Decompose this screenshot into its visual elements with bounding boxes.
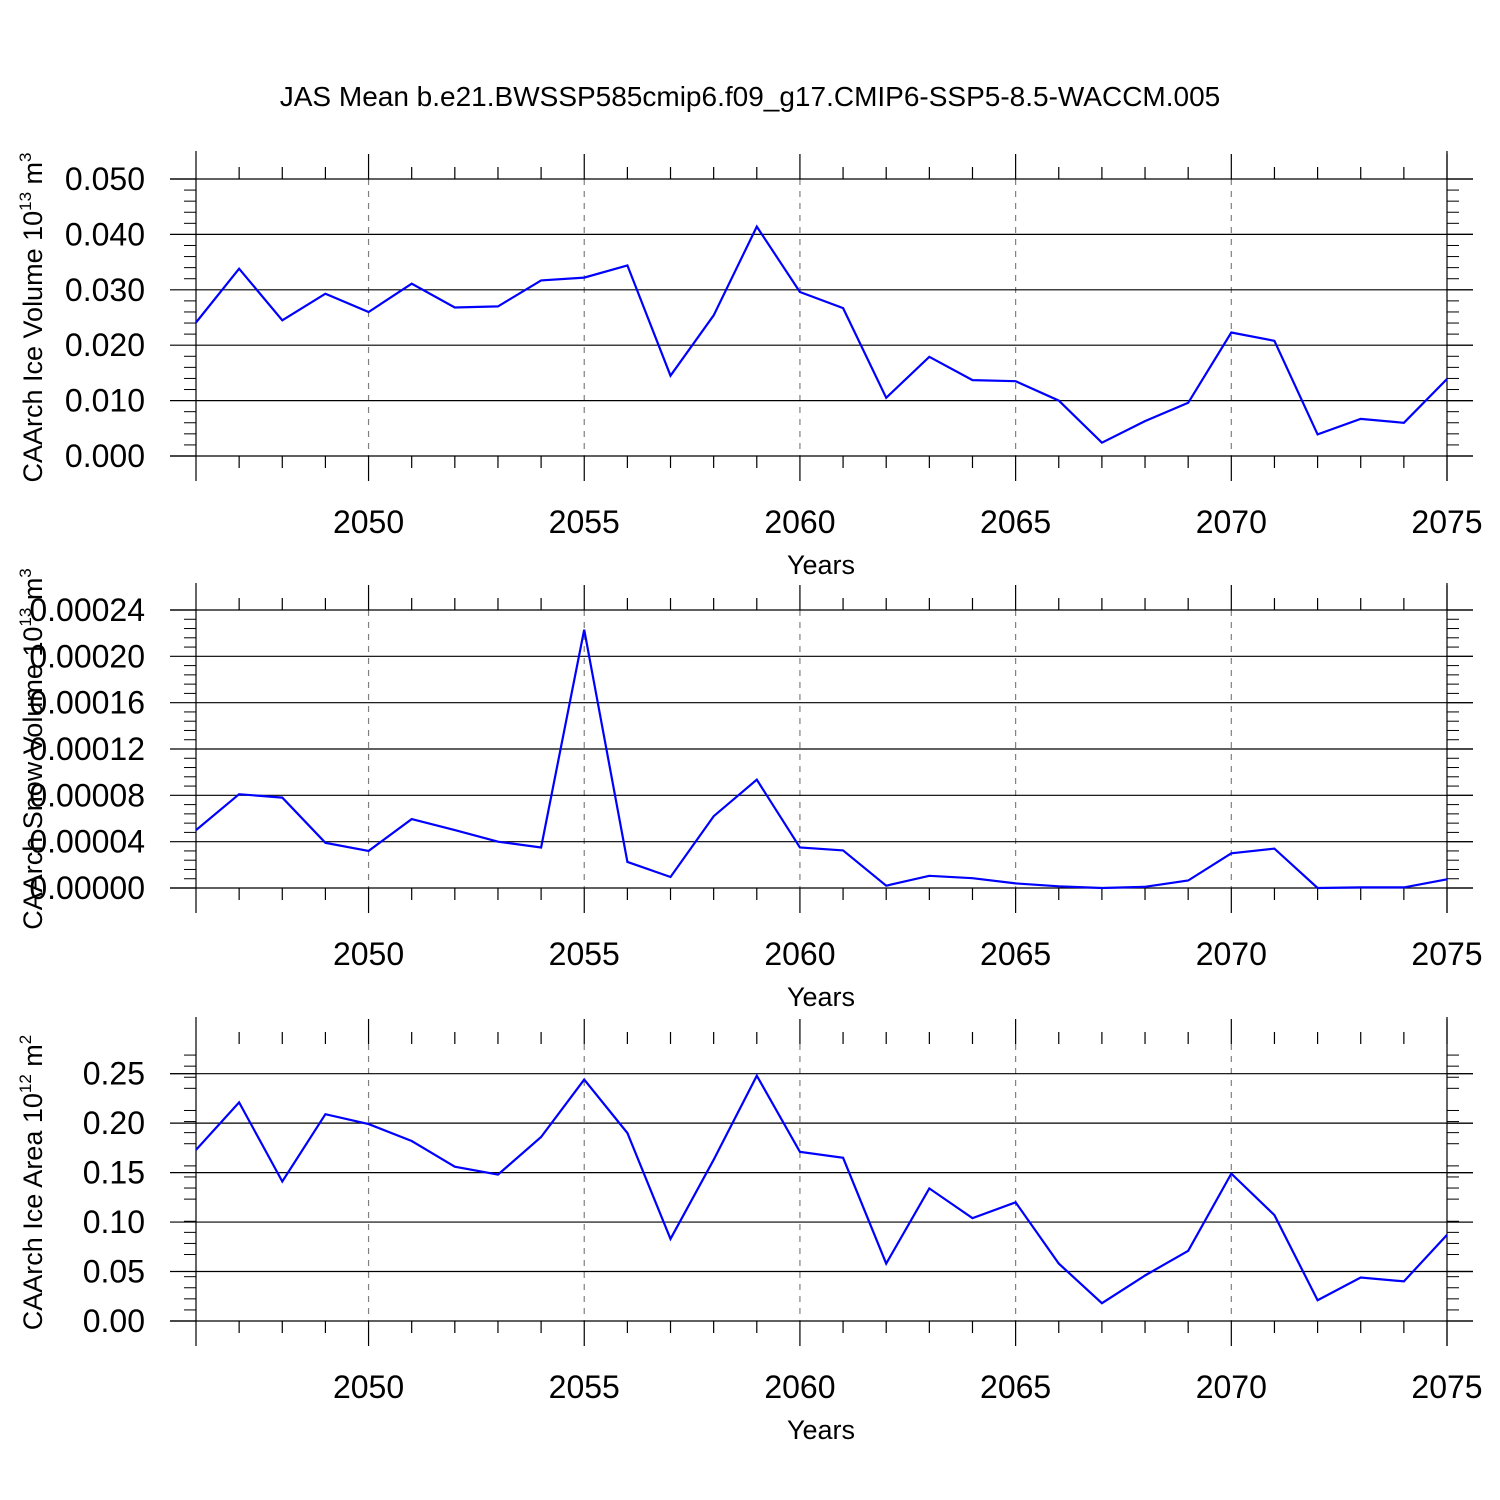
y-tick-label: 0.00004 — [29, 824, 145, 860]
x-tick-label: 2065 — [980, 936, 1051, 972]
y-tick-label: 0.00024 — [29, 592, 145, 628]
y-tick-label: 0.010 — [65, 383, 145, 419]
x-axis-label: Years — [787, 1415, 855, 1445]
x-tick-label: 2070 — [1196, 504, 1267, 540]
y-axis-label: CAArch Ice Volume 1013 m3 — [16, 152, 48, 482]
x-tick-label: 2070 — [1196, 936, 1267, 972]
x-tick-label: 2060 — [764, 1369, 835, 1405]
data-series-line — [195, 1073, 1448, 1305]
y-tick-label: 0.050 — [65, 161, 145, 197]
y-tick-label: 0.00000 — [29, 870, 145, 906]
figure-title: JAS Mean b.e21.BWSSP585cmip6.f09_g17.CMI… — [280, 81, 1221, 112]
y-tick-label: 0.000 — [65, 438, 145, 474]
x-tick-label: 2075 — [1411, 936, 1482, 972]
x-tick-label: 2055 — [549, 1369, 620, 1405]
y-tick-label: 0.00 — [83, 1303, 145, 1339]
y-tick-label: 0.05 — [83, 1254, 145, 1290]
x-tick-label: 2060 — [764, 936, 835, 972]
x-tick-label: 2075 — [1411, 1369, 1482, 1405]
y-tick-label: 0.10 — [83, 1204, 145, 1240]
chart-panel-2: 0.00000 0.00004 0.00008 0.00012 0.00016 0.000… — [16, 568, 1483, 1012]
y-tick-label: 0.040 — [65, 216, 145, 252]
y-tick-label: 0.00008 — [29, 777, 145, 813]
x-tick-label: 2070 — [1196, 1369, 1267, 1405]
y-tick-label: 0.15 — [83, 1155, 145, 1191]
data-series-line — [195, 224, 1448, 445]
x-tick-label: 2050 — [333, 504, 404, 540]
y-tick-label: 0.00012 — [29, 731, 145, 767]
x-tick-label: 2055 — [549, 936, 620, 972]
y-tick-label: 0.20 — [83, 1105, 145, 1141]
y-axis-label: CAArch Ice Area 1012 m2 — [16, 1035, 48, 1331]
x-tick-label: 2050 — [333, 1369, 404, 1405]
chart-panel-1: 0.000 0.010 0.020 0.030 0.040 0.050 2050 2055 20… — [16, 151, 1483, 580]
chart-panel-3: 0.00 0.05 0.10 0.15 0.20 0.25 2050 2055 2060 2065… — [16, 1017, 1483, 1445]
x-tick-label: 2050 — [333, 936, 404, 972]
y-tick-label: 0.00020 — [29, 638, 145, 674]
x-tick-label: 2075 — [1411, 504, 1482, 540]
y-tick-label: 0.020 — [65, 327, 145, 363]
y-axis-label: CAArch Snow Volume 1013 m3 — [16, 568, 48, 930]
y-tick-label: 0.25 — [83, 1056, 145, 1092]
data-series-line — [195, 629, 1448, 890]
x-tick-label: 2055 — [549, 504, 620, 540]
panels: 0.000 0.010 0.020 0.030 0.040 0.050 2050 2055 20… — [16, 151, 1483, 1445]
x-tick-label: 2060 — [764, 504, 835, 540]
x-tick-label: 2065 — [980, 504, 1051, 540]
y-tick-label: 0.00016 — [29, 685, 145, 721]
x-axis-label: Years — [787, 550, 855, 580]
y-tick-label: 0.030 — [65, 272, 145, 308]
x-tick-label: 2065 — [980, 1369, 1051, 1405]
x-axis-label: Years — [787, 982, 855, 1012]
